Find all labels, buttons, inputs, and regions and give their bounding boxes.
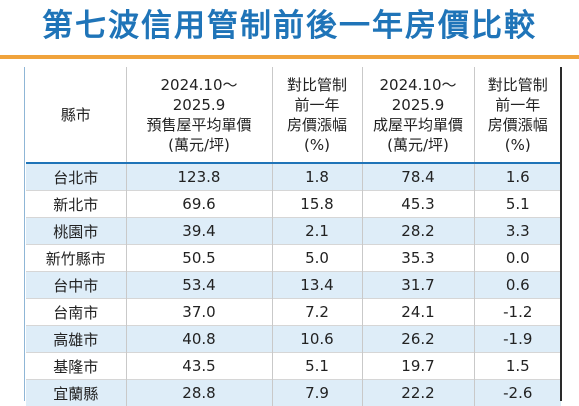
presale-change-cell: 2.1 xyxy=(272,218,362,245)
city-cell: 桃園市 xyxy=(26,218,126,245)
presale-change-cell: 1.8 xyxy=(272,163,362,191)
header-line: 房價漲幅 xyxy=(475,115,562,135)
presale-change-cell: 5.0 xyxy=(272,245,362,272)
presale-change-cell: 5.1 xyxy=(272,353,362,380)
city-cell: 新竹縣市 xyxy=(26,245,126,272)
existing-price-cell: 19.7 xyxy=(362,353,474,380)
header-row: 縣市 2024.10～ 2025.9 預售屋平均單價 (萬元/坪) 對比管制 前… xyxy=(26,67,561,163)
existing-change-cell: -2.6 xyxy=(474,380,561,406)
table-row: 桃園市 39.4 2.1 28.2 3.3 xyxy=(26,218,561,245)
table-row: 新北市 69.6 15.8 45.3 5.1 xyxy=(26,191,561,218)
header-line: 房價漲幅 xyxy=(273,115,362,135)
title-divider xyxy=(0,55,579,59)
city-cell: 基隆市 xyxy=(26,353,126,380)
existing-change-cell: 1.6 xyxy=(474,163,561,191)
presale-change-cell: 13.4 xyxy=(272,272,362,299)
header-line: 前一年 xyxy=(475,95,562,115)
table-row: 台南市 37.0 7.2 24.1 -1.2 xyxy=(26,299,561,326)
existing-price-cell: 35.3 xyxy=(362,245,474,272)
header-city: 縣市 xyxy=(26,67,126,163)
existing-price-cell: 26.2 xyxy=(362,326,474,353)
header-presale-price: 2024.10～ 2025.9 預售屋平均單價 (萬元/坪) xyxy=(126,67,272,163)
existing-change-cell: 5.1 xyxy=(474,191,561,218)
header-line: 2025.9 xyxy=(127,95,272,115)
header-line: 對比管制 xyxy=(475,75,562,95)
header-line: (萬元/坪) xyxy=(127,135,272,155)
presale-change-cell: 7.2 xyxy=(272,299,362,326)
header-existing-change: 對比管制 前一年 房價漲幅 (%) xyxy=(474,67,561,163)
header-line: (萬元/坪) xyxy=(363,135,474,155)
presale-price-cell: 69.6 xyxy=(126,191,272,218)
header-line: 前一年 xyxy=(273,95,362,115)
existing-change-cell: 0.0 xyxy=(474,245,561,272)
presale-price-cell: 39.4 xyxy=(126,218,272,245)
existing-change-cell: 0.6 xyxy=(474,272,561,299)
presale-price-cell: 53.4 xyxy=(126,272,272,299)
table-left-border xyxy=(24,67,25,401)
existing-price-cell: 45.3 xyxy=(362,191,474,218)
city-cell: 台北市 xyxy=(26,163,126,191)
presale-change-cell: 7.9 xyxy=(272,380,362,406)
table-body: 台北市 123.8 1.8 78.4 1.6 新北市 69.6 15.8 45.… xyxy=(26,163,561,406)
existing-price-cell: 22.2 xyxy=(362,380,474,406)
existing-change-cell: 3.3 xyxy=(474,218,561,245)
presale-change-cell: 10.6 xyxy=(272,326,362,353)
table-row: 台中市 53.4 13.4 31.7 0.6 xyxy=(26,272,561,299)
header-line: 2024.10～ xyxy=(363,75,474,95)
header-line: 2024.10～ xyxy=(127,75,272,95)
header-city-label: 縣市 xyxy=(26,105,126,125)
page-title: 第七波信用管制前後一年房價比較 xyxy=(0,6,579,46)
header-line: (%) xyxy=(475,135,562,155)
existing-change-cell: -1.9 xyxy=(474,326,561,353)
header-line: 預售屋平均單價 xyxy=(127,115,272,135)
table-right-border xyxy=(560,67,562,401)
presale-price-cell: 50.5 xyxy=(126,245,272,272)
city-cell: 台中市 xyxy=(26,272,126,299)
table-row: 高雄市 40.8 10.6 26.2 -1.9 xyxy=(26,326,561,353)
presale-price-cell: 123.8 xyxy=(126,163,272,191)
table-row: 台北市 123.8 1.8 78.4 1.6 xyxy=(26,163,561,191)
existing-price-cell: 24.1 xyxy=(362,299,474,326)
table-row: 新竹縣市 50.5 5.0 35.3 0.0 xyxy=(26,245,561,272)
presale-price-cell: 43.5 xyxy=(126,353,272,380)
header-line: 成屋平均單價 xyxy=(363,115,474,135)
presale-price-cell: 40.8 xyxy=(126,326,272,353)
existing-price-cell: 78.4 xyxy=(362,163,474,191)
table-header: 縣市 2024.10～ 2025.9 預售屋平均單價 (萬元/坪) 對比管制 前… xyxy=(26,67,561,163)
header-line: (%) xyxy=(273,135,362,155)
presale-change-cell: 15.8 xyxy=(272,191,362,218)
header-existing-price: 2024.10～ 2025.9 成屋平均單價 (萬元/坪) xyxy=(362,67,474,163)
header-line: 對比管制 xyxy=(273,75,362,95)
city-cell: 高雄市 xyxy=(26,326,126,353)
existing-price-cell: 28.2 xyxy=(362,218,474,245)
city-cell: 新北市 xyxy=(26,191,126,218)
city-cell: 宜蘭縣 xyxy=(26,380,126,406)
city-cell: 台南市 xyxy=(26,299,126,326)
table-row: 基隆市 43.5 5.1 19.7 1.5 xyxy=(26,353,561,380)
presale-price-cell: 28.8 xyxy=(126,380,272,406)
price-comparison-table: 縣市 2024.10～ 2025.9 預售屋平均單價 (萬元/坪) 對比管制 前… xyxy=(26,67,561,406)
presale-price-cell: 37.0 xyxy=(126,299,272,326)
existing-change-cell: -1.2 xyxy=(474,299,561,326)
table-row: 宜蘭縣 28.8 7.9 22.2 -2.6 xyxy=(26,380,561,406)
existing-price-cell: 31.7 xyxy=(362,272,474,299)
header-line: 2025.9 xyxy=(363,95,474,115)
existing-change-cell: 1.5 xyxy=(474,353,561,380)
header-presale-change: 對比管制 前一年 房價漲幅 (%) xyxy=(272,67,362,163)
